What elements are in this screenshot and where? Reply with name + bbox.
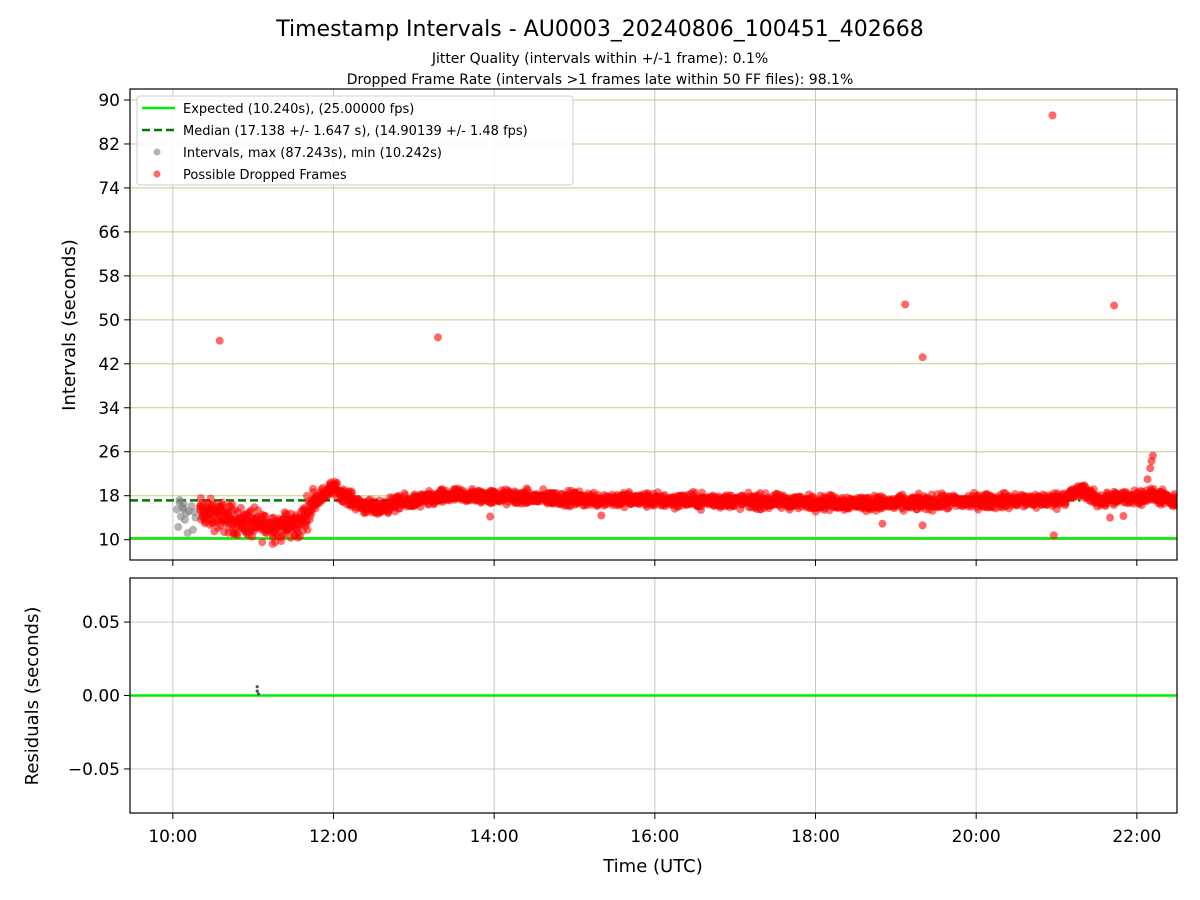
interval-point (187, 502, 196, 511)
interval-point (180, 515, 189, 524)
dropped-frame-point (303, 525, 312, 534)
dropped-frame-point (1172, 501, 1177, 510)
legend-box (136, 95, 574, 186)
intervals-y-tick-label: 66 (98, 223, 120, 243)
dropped-frame-outlier (1048, 111, 1057, 120)
residual-point (256, 692, 261, 696)
dropped-frame-outlier (433, 333, 442, 342)
residuals-y-axis-label: Residuals (seconds) (22, 607, 43, 786)
intervals-y-tick-label: 90 (98, 91, 120, 111)
x-tick-label: 22:00 (1112, 827, 1161, 847)
intervals-axes-frame (129, 88, 1178, 561)
intervals-y-tick-label: 18 (98, 487, 120, 507)
dropped-frame-outlier (1148, 451, 1157, 460)
legend-dropped-swatch (153, 170, 161, 178)
interval-point (175, 496, 184, 505)
dropped-frame-outlier (918, 353, 927, 362)
intervals-y-axis-label: Intervals (seconds) (59, 239, 80, 411)
intervals-x-ticks (172, 560, 1138, 566)
dropped-frame-outlier (878, 519, 887, 528)
dropped-frame-outlier (1049, 531, 1058, 540)
dropped-frame-outlier (1143, 475, 1152, 484)
x-tick-label: 16:00 (630, 827, 679, 847)
residual-point (255, 689, 259, 693)
residuals-plot-area (130, 685, 1177, 697)
x-tick-label: 10:00 (148, 827, 197, 847)
dropped-frame-point (233, 531, 242, 540)
x-axis-label: Time (UTC) (602, 856, 703, 877)
dropped-frame-outlier (901, 300, 910, 309)
intervals-panel: 10 18 26 34 42 50 58 66 74 82 90 Intervals (second… (59, 88, 1178, 566)
interval-point (179, 504, 188, 513)
interval-point (188, 525, 197, 534)
legend-dropped-label: Possible Dropped Frames (183, 168, 347, 183)
intervals-grid (130, 89, 1177, 560)
residuals-panel: −0.05 0.00 0.05 10:00 12:00 14:00 16:00 18:00 2… (22, 577, 1178, 877)
x-tick-label: 12:00 (309, 827, 358, 847)
legend-intervals-label: Intervals, max (87.243s), min (10.242s) (183, 146, 442, 161)
dropped-frame-point (333, 478, 342, 487)
dropped-frame-point (236, 503, 245, 512)
x-tick-label: 14:00 (470, 827, 519, 847)
legend-median-label: Median (17.138 +/- 1.647 s), (14.90139 +… (183, 124, 528, 139)
intervals-y-tick-label: 58 (98, 267, 120, 287)
legend-intervals-swatch (153, 148, 161, 156)
dropped-frame-outlier (215, 336, 224, 345)
intervals-y-tick-label: 26 (98, 443, 120, 463)
residuals-x-ticks: 10:00 12:00 14:00 16:00 18:00 20:00 22:00 (148, 813, 1161, 847)
intervals-plot-area (130, 111, 1177, 548)
residuals-y-ticks: −0.05 0.00 0.05 (68, 613, 130, 780)
dropped-frame-outlier (1119, 512, 1128, 521)
intervals-y-tick-label: 10 (98, 531, 120, 551)
dropped-frame-point (271, 538, 280, 547)
residuals-y-tick-label: 0.00 (82, 687, 120, 707)
residuals-y-tick-label: 0.05 (82, 613, 120, 633)
dropped-frame-outlier (486, 512, 495, 521)
residuals-y-tick-label: −0.05 (68, 760, 120, 780)
intervals-y-tick-label: 34 (98, 399, 120, 419)
intervals-y-ticks: 10 18 26 34 42 50 58 66 74 82 90 (98, 91, 130, 551)
dropped-frame-outlier (597, 511, 606, 520)
dropped-frame-point (1172, 494, 1177, 503)
chart-subtitle-1: Jitter Quality (intervals within +/-1 fr… (431, 51, 768, 67)
chart-subtitle-2: Dropped Frame Rate (intervals >1 frames … (347, 72, 854, 88)
dropped-frame-point (228, 500, 237, 509)
dropped-frame-point (258, 538, 267, 547)
interval-point (174, 523, 183, 532)
intervals-y-tick-label: 50 (98, 311, 120, 331)
intervals-y-tick-label: 82 (98, 135, 120, 155)
legend: Expected (10.240s), (25.00000 fps) Media… (136, 95, 574, 186)
dropped-frame-outlier (1106, 513, 1115, 522)
intervals-y-tick-label: 74 (98, 179, 120, 199)
intervals-y-tick-label: 42 (98, 355, 120, 375)
dropped-frame-point (1089, 485, 1098, 494)
chart-title: Timestamp Intervals - AU0003_20240806_10… (275, 17, 924, 42)
dropped-frame-outlier (1146, 464, 1155, 473)
x-tick-label: 20:00 (952, 827, 1001, 847)
dropped-frame-point (260, 512, 269, 521)
x-tick-label: 18:00 (791, 827, 840, 847)
legend-expected-label: Expected (10.240s), (25.00000 fps) (183, 102, 414, 117)
dropped-frame-outlier (1110, 301, 1119, 310)
residual-point (255, 685, 259, 689)
dropped-frame-point (206, 494, 215, 503)
dropped-frame-outlier (918, 521, 927, 530)
dropped-frame-point (219, 501, 228, 510)
